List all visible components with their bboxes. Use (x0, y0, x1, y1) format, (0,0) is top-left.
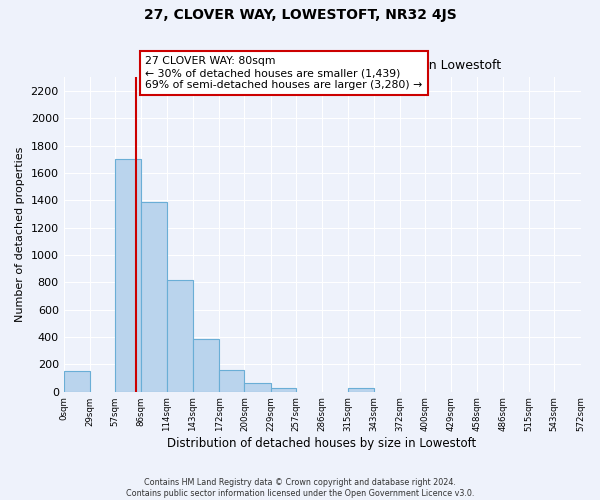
Bar (244, 383, 271, 392)
Title: Size of property relative to detached houses in Lowestoft: Size of property relative to detached ho… (143, 59, 501, 72)
Bar (271, 388, 296, 392)
Y-axis label: Number of detached properties: Number of detached properties (15, 147, 25, 322)
Bar (219, 370, 244, 392)
Text: Contains HM Land Registry data © Crown copyright and database right 2024.
Contai: Contains HM Land Registry data © Crown c… (126, 478, 474, 498)
Bar (64, 370, 90, 392)
Text: 27 CLOVER WAY: 80sqm
← 30% of detached houses are smaller (1,439)
69% of semi-de: 27 CLOVER WAY: 80sqm ← 30% of detached h… (145, 56, 422, 90)
Bar (193, 339, 219, 392)
Text: 27, CLOVER WAY, LOWESTOFT, NR32 4JS: 27, CLOVER WAY, LOWESTOFT, NR32 4JS (143, 8, 457, 22)
Bar (348, 388, 374, 392)
X-axis label: Distribution of detached houses by size in Lowestoft: Distribution of detached houses by size … (167, 437, 477, 450)
Bar (167, 280, 193, 392)
Bar (142, 202, 167, 392)
Bar (115, 160, 142, 392)
